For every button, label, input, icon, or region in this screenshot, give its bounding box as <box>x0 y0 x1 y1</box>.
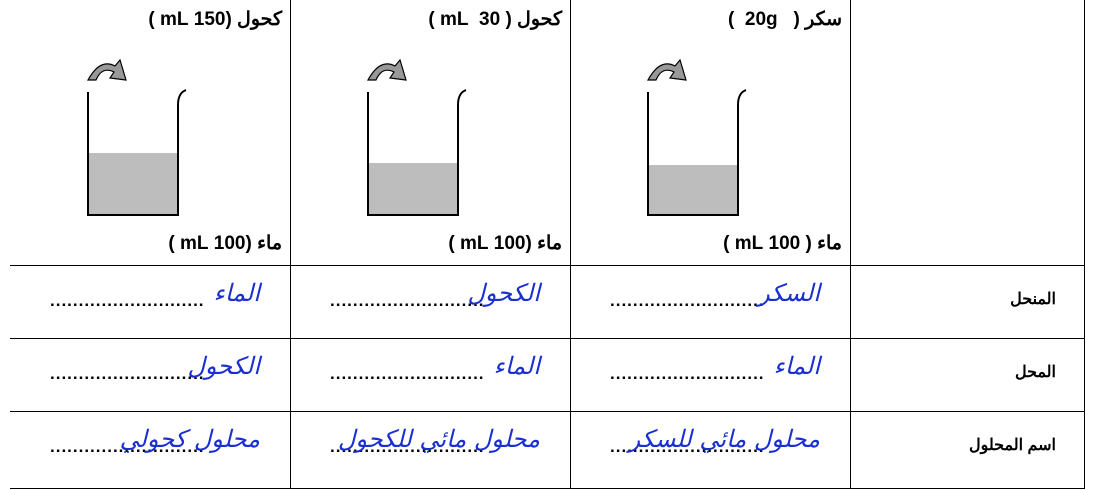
handwritten-answer: الكحول <box>187 352 260 380</box>
water-label: ماء (100 mL ) <box>448 233 562 254</box>
water-label: ماء (100 mL ) <box>168 233 282 254</box>
substance-label: سكر ( 20g ) <box>728 9 842 30</box>
dotted-line: ........................... <box>50 364 205 383</box>
table-cell <box>290 411 571 489</box>
table-cell <box>850 0 1085 266</box>
handwritten-answer: الماء <box>773 352 820 380</box>
row-label: المنحل <box>1010 291 1056 308</box>
dotted-line: ........................... <box>330 364 485 383</box>
handwritten-answer: محلول مائي للكحول <box>337 425 540 453</box>
handwritten-answer: الكحول <box>467 279 540 307</box>
table-cell <box>290 265 571 339</box>
handwritten-answer: محلول كحولي <box>119 425 260 453</box>
row-label: اسم المحلول <box>968 437 1056 454</box>
table-cell <box>570 338 851 412</box>
table-cell <box>570 0 851 266</box>
dotted-line: ........................... <box>50 437 205 456</box>
dotted-line: ........................... <box>610 437 765 456</box>
table-cell <box>850 411 1085 489</box>
dotted-line: ........................... <box>330 291 485 310</box>
handwritten-answer: الماء <box>493 352 540 380</box>
table-cell <box>570 411 851 489</box>
table-cell <box>10 0 291 266</box>
table-cell <box>10 411 291 489</box>
table-cell <box>850 265 1085 339</box>
table-cell <box>10 338 291 412</box>
beaker-illustration <box>646 58 747 216</box>
dotted-line: ........................... <box>330 437 485 456</box>
dotted-line: ........................... <box>610 291 765 310</box>
table-cell <box>10 265 291 339</box>
table-cell <box>850 338 1085 412</box>
table-cell <box>290 0 571 266</box>
table-cell <box>290 338 571 412</box>
substance-label: كحول ( 30 mL ) <box>428 9 562 30</box>
row-label: المحل <box>1014 364 1056 381</box>
beaker-illustration <box>366 58 467 216</box>
handwritten-answer: السكر <box>758 279 820 307</box>
dotted-line: ........................... <box>50 291 205 310</box>
beaker-illustration <box>86 58 187 216</box>
water-label: ماء ( 100 mL ) <box>723 233 842 254</box>
handwritten-answer: محلول مائي للسكر <box>628 425 820 453</box>
substance-label: كحول (150 mL ) <box>148 9 282 30</box>
table-cell <box>570 265 851 339</box>
dotted-line: ........................... <box>610 364 765 383</box>
handwritten-answer: الماء <box>213 279 260 307</box>
